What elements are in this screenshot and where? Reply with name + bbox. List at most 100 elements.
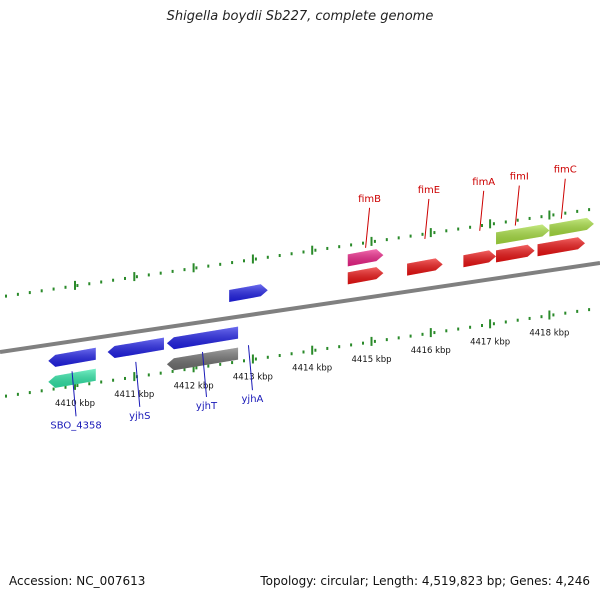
- accession-text: Accession: NC_007613: [9, 574, 146, 588]
- feature-cds-light[interactable]: [496, 224, 550, 245]
- gene-label[interactable]: SBO_4358: [50, 420, 101, 431]
- minor-tick: [445, 229, 448, 233]
- minor-tick: [52, 387, 55, 391]
- minor-tick: [302, 350, 305, 354]
- major-tick-upper: [74, 280, 76, 290]
- minor-tick: [183, 368, 186, 372]
- minor-tick: [88, 382, 91, 386]
- tick-label: 4415 kbp: [351, 355, 391, 365]
- gene-label[interactable]: yjhS: [129, 411, 150, 422]
- feature-rna[interactable]: [48, 368, 96, 388]
- major-tick-upper: [133, 272, 136, 282]
- gene-yjhT[interactable]: [166, 326, 239, 350]
- major-tick-upper: [251, 254, 254, 264]
- gene-label[interactable]: yjhT: [196, 401, 218, 412]
- minor-tick: [100, 380, 103, 384]
- gene-label[interactable]: fimI: [510, 172, 529, 183]
- minor-tick: [350, 243, 353, 247]
- minor-tick: [421, 332, 424, 336]
- gene-fimC[interactable]: [537, 237, 585, 257]
- gene-label-leader: [71, 371, 77, 417]
- tick-label: 4413 kbp: [233, 372, 273, 382]
- minor-tick: [40, 289, 43, 293]
- minor-tick: [147, 373, 150, 377]
- minor-tick: [254, 257, 257, 261]
- gene-label-leader: [135, 361, 141, 407]
- minor-tick: [362, 241, 364, 245]
- major-tick: [429, 328, 432, 338]
- gene-label[interactable]: fimA: [472, 177, 495, 188]
- minor-tick: [362, 341, 364, 345]
- minor-tick: [350, 343, 353, 347]
- minor-tick: [481, 224, 483, 228]
- major-tick: [133, 372, 136, 382]
- major-tick-upper: [311, 245, 314, 255]
- minor-tick: [445, 329, 448, 333]
- minor-tick: [40, 389, 43, 393]
- minor-tick: [409, 234, 412, 238]
- minor-tick: [243, 359, 245, 363]
- gene-yjhA[interactable]: [229, 284, 268, 303]
- minor-tick: [159, 371, 162, 375]
- minor-tick: [195, 366, 198, 370]
- gene-fimB[interactable]: [347, 267, 384, 285]
- minor-tick: [326, 346, 329, 350]
- minor-tick: [290, 352, 293, 356]
- minor-tick: [588, 308, 591, 312]
- gene-label[interactable]: fimE: [418, 185, 440, 196]
- feature-misc[interactable]: [347, 249, 384, 267]
- minor-tick: [112, 378, 115, 382]
- gene-SBO_4358[interactable]: [48, 347, 96, 367]
- major-tick-upper: [370, 236, 373, 246]
- minor-tick: [266, 355, 269, 359]
- minor-tick: [195, 266, 198, 270]
- minor-tick: [314, 348, 317, 352]
- tick-label: 4411 kbp: [114, 390, 154, 400]
- tick-label: 4416 kbp: [411, 346, 451, 356]
- minor-tick: [64, 385, 67, 389]
- minor-tick: [433, 331, 436, 335]
- gene-label[interactable]: fimC: [554, 165, 577, 176]
- gene-label[interactable]: fimB: [358, 194, 381, 205]
- minor-tick: [540, 315, 543, 319]
- minor-tick: [28, 391, 31, 395]
- minor-tick: [243, 259, 245, 263]
- minor-tick: [147, 273, 150, 277]
- minor-tick: [207, 264, 210, 268]
- minor-tick: [183, 268, 186, 272]
- minor-tick: [52, 287, 55, 291]
- major-tick-upper: [192, 263, 195, 273]
- minor-tick: [16, 292, 19, 296]
- minor-tick: [171, 369, 174, 373]
- minor-tick: [457, 327, 460, 331]
- feature-cds-light[interactable]: [549, 217, 594, 237]
- gene-label[interactable]: yjhA: [242, 394, 264, 405]
- minor-tick: [338, 345, 341, 349]
- major-tick: [370, 336, 373, 346]
- gene-fimI[interactable]: [496, 244, 535, 263]
- major-tick: [251, 354, 254, 364]
- minor-tick: [564, 211, 567, 215]
- major-tick: [311, 345, 314, 355]
- gene-track: [48, 237, 585, 367]
- genome-summary-text: Topology: circular; Length: 4,519,823 bp…: [260, 574, 590, 588]
- backbone-line: [0, 261, 600, 354]
- minor-tick: [528, 316, 531, 320]
- gene-fimE[interactable]: [407, 258, 443, 276]
- minor-tick: [385, 238, 388, 242]
- minor-tick: [5, 394, 7, 398]
- major-tick: [489, 319, 492, 329]
- feature-pseudo[interactable]: [166, 347, 239, 371]
- gene-fimA[interactable]: [463, 250, 497, 268]
- minor-tick: [421, 232, 424, 236]
- minor-tick: [373, 339, 376, 343]
- minor-tick: [552, 313, 555, 317]
- minor-tick: [576, 309, 579, 313]
- gene-yjhS[interactable]: [107, 337, 164, 359]
- minor-tick: [457, 227, 460, 231]
- gene-labels: SBO_4358 yjhS yjhT yjhA fimB fimE fimA fimI fimC: [50, 165, 576, 432]
- minor-tick: [135, 275, 138, 279]
- feature-track: [48, 217, 594, 388]
- minor-tick: [564, 311, 567, 315]
